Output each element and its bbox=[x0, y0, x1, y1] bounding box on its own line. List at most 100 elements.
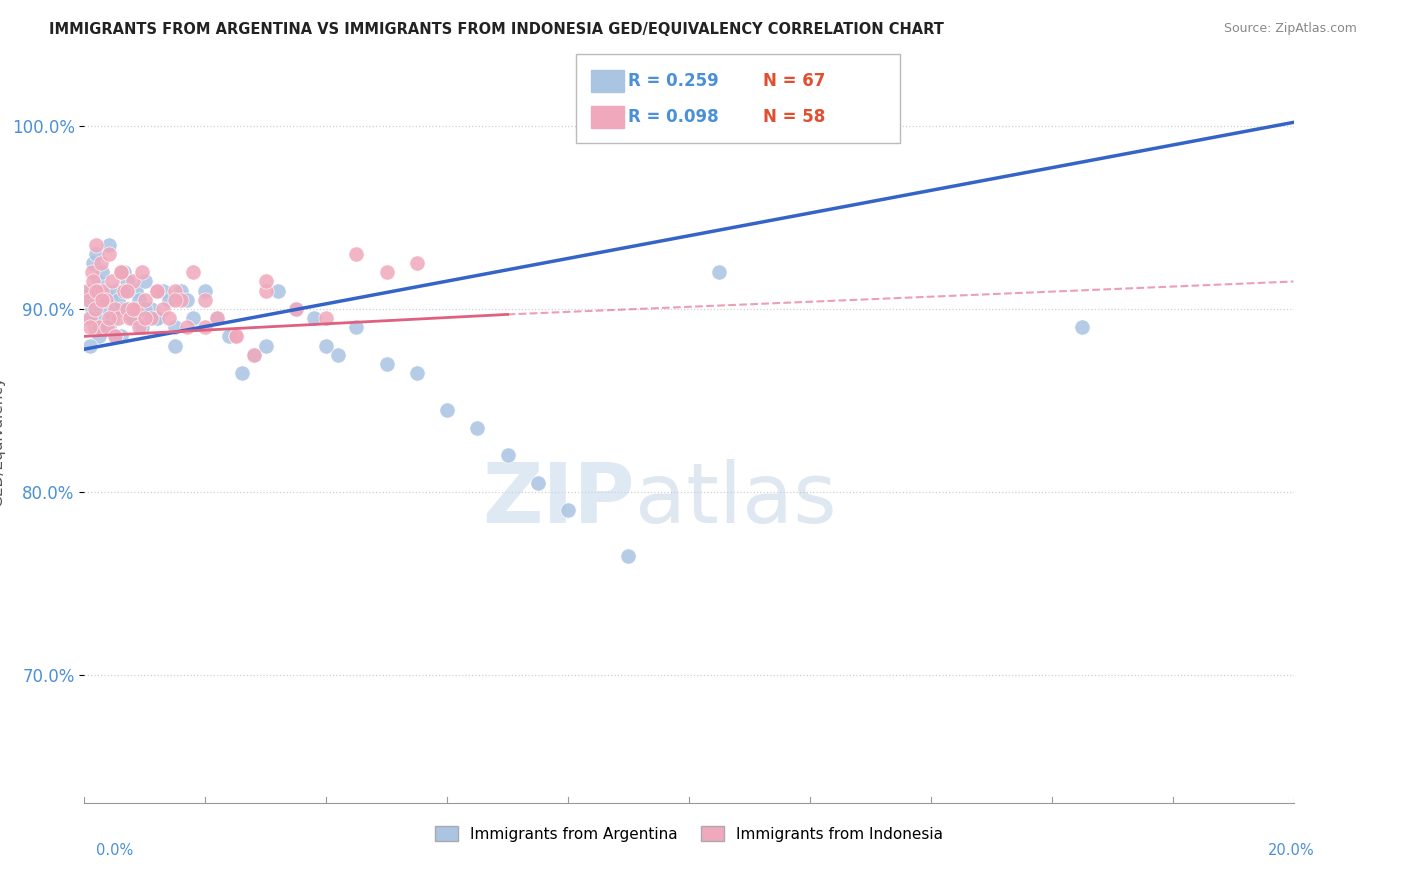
Point bbox=[97, 311, 120, 326]
Text: R = 0.098: R = 0.098 bbox=[628, 108, 718, 126]
Point bbox=[194, 293, 217, 307]
Point bbox=[90, 256, 112, 270]
Point bbox=[134, 275, 156, 289]
Point bbox=[146, 284, 169, 298]
Point bbox=[91, 293, 114, 307]
Point bbox=[134, 293, 156, 307]
Point bbox=[104, 329, 127, 343]
Point bbox=[118, 311, 141, 326]
Point bbox=[139, 301, 162, 316]
Point bbox=[91, 293, 114, 307]
Point bbox=[285, 301, 308, 316]
Point bbox=[139, 311, 162, 326]
Point bbox=[315, 311, 337, 326]
Point bbox=[225, 329, 247, 343]
Point bbox=[254, 275, 277, 289]
Point bbox=[170, 293, 193, 307]
Point bbox=[80, 265, 103, 279]
Point bbox=[110, 265, 132, 279]
Point bbox=[97, 320, 120, 334]
Point bbox=[107, 293, 129, 307]
Point bbox=[86, 247, 108, 261]
Point bbox=[134, 311, 156, 326]
Point bbox=[181, 311, 204, 326]
Point bbox=[194, 320, 217, 334]
Point bbox=[557, 503, 579, 517]
Point bbox=[121, 311, 143, 326]
Point bbox=[194, 284, 217, 298]
Point bbox=[84, 301, 107, 316]
Point bbox=[125, 284, 148, 298]
Point bbox=[146, 284, 169, 298]
Point bbox=[527, 475, 550, 490]
Point bbox=[146, 311, 169, 326]
Point bbox=[107, 311, 129, 326]
Point bbox=[121, 311, 143, 326]
Point bbox=[165, 320, 187, 334]
Point bbox=[97, 238, 120, 252]
Point bbox=[79, 338, 101, 352]
Point bbox=[134, 301, 156, 316]
Point bbox=[79, 320, 101, 334]
Point bbox=[242, 348, 264, 362]
Point bbox=[80, 301, 103, 316]
Point bbox=[165, 284, 187, 298]
Point bbox=[165, 338, 187, 352]
Point bbox=[125, 301, 148, 316]
Point bbox=[225, 329, 247, 343]
Point bbox=[207, 311, 229, 326]
Point bbox=[115, 284, 138, 298]
Text: R = 0.259: R = 0.259 bbox=[628, 72, 720, 90]
Text: atlas: atlas bbox=[634, 458, 837, 540]
Point bbox=[302, 311, 325, 326]
Point bbox=[146, 311, 169, 326]
Point bbox=[406, 256, 429, 270]
Legend: Immigrants from Argentina, Immigrants from Indonesia: Immigrants from Argentina, Immigrants fr… bbox=[427, 818, 950, 849]
Point bbox=[90, 293, 112, 307]
Point bbox=[104, 284, 127, 298]
Point bbox=[94, 284, 117, 298]
Point bbox=[115, 301, 138, 316]
Point bbox=[89, 329, 111, 343]
Point bbox=[118, 301, 141, 316]
Point bbox=[110, 265, 132, 279]
Point bbox=[112, 265, 135, 279]
Point bbox=[100, 275, 122, 289]
Point bbox=[346, 320, 368, 334]
Point bbox=[617, 549, 640, 563]
Point bbox=[207, 311, 229, 326]
Text: IMMIGRANTS FROM ARGENTINA VS IMMIGRANTS FROM INDONESIA GED/EQUIVALENCY CORRELATI: IMMIGRANTS FROM ARGENTINA VS IMMIGRANTS … bbox=[49, 22, 943, 37]
Point bbox=[110, 301, 132, 316]
Point bbox=[467, 421, 489, 435]
Point bbox=[375, 357, 398, 371]
Point bbox=[121, 301, 143, 316]
Point bbox=[709, 265, 731, 279]
Point bbox=[79, 284, 101, 298]
Point bbox=[76, 284, 98, 298]
Point bbox=[110, 329, 132, 343]
Point bbox=[436, 402, 458, 417]
Y-axis label: GED/Equivalency: GED/Equivalency bbox=[0, 376, 4, 507]
Point bbox=[121, 275, 143, 289]
Point bbox=[131, 320, 153, 334]
Point bbox=[170, 284, 193, 298]
Point bbox=[231, 366, 253, 380]
Point bbox=[152, 284, 174, 298]
Point bbox=[176, 293, 198, 307]
Point bbox=[86, 275, 108, 289]
Point bbox=[96, 320, 118, 334]
Point bbox=[94, 293, 117, 307]
Point bbox=[115, 275, 138, 289]
Point bbox=[165, 293, 187, 307]
Text: N = 67: N = 67 bbox=[763, 72, 825, 90]
Point bbox=[77, 311, 100, 326]
Text: N = 58: N = 58 bbox=[763, 108, 825, 126]
Point bbox=[91, 284, 114, 298]
Point bbox=[1071, 320, 1094, 334]
Point bbox=[254, 284, 277, 298]
Point bbox=[328, 348, 350, 362]
Point bbox=[315, 338, 337, 352]
Point bbox=[128, 293, 150, 307]
Point bbox=[96, 301, 118, 316]
Point bbox=[82, 275, 104, 289]
